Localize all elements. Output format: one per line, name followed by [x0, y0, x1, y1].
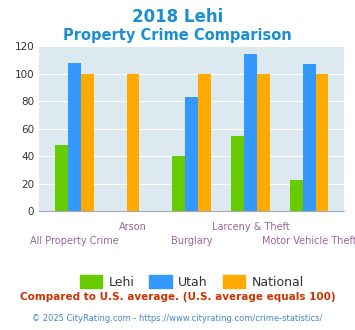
- Bar: [290, 180, 303, 211]
- Text: All Property Crime: All Property Crime: [30, 236, 119, 246]
- Bar: [126, 74, 140, 211]
- Text: Motor Vehicle Theft: Motor Vehicle Theft: [262, 236, 355, 246]
- Bar: [172, 156, 185, 211]
- Legend: Lehi, Utah, National: Lehi, Utah, National: [75, 270, 309, 294]
- Bar: [231, 136, 244, 211]
- Text: Compared to U.S. average. (U.S. average equals 100): Compared to U.S. average. (U.S. average …: [20, 292, 335, 302]
- Text: Property Crime Comparison: Property Crime Comparison: [63, 28, 292, 43]
- Text: 2018 Lehi: 2018 Lehi: [132, 8, 223, 26]
- Text: © 2025 CityRating.com - https://www.cityrating.com/crime-statistics/: © 2025 CityRating.com - https://www.city…: [32, 314, 323, 323]
- Bar: [55, 145, 68, 211]
- Bar: [81, 74, 94, 211]
- Bar: [68, 63, 81, 211]
- Bar: [257, 74, 270, 211]
- Bar: [244, 54, 257, 211]
- Text: Arson: Arson: [119, 222, 147, 232]
- Bar: [316, 74, 328, 211]
- Bar: [185, 97, 198, 211]
- Text: Burglary: Burglary: [171, 236, 212, 246]
- Text: Larceny & Theft: Larceny & Theft: [212, 222, 289, 232]
- Bar: [303, 64, 316, 211]
- Bar: [198, 74, 211, 211]
